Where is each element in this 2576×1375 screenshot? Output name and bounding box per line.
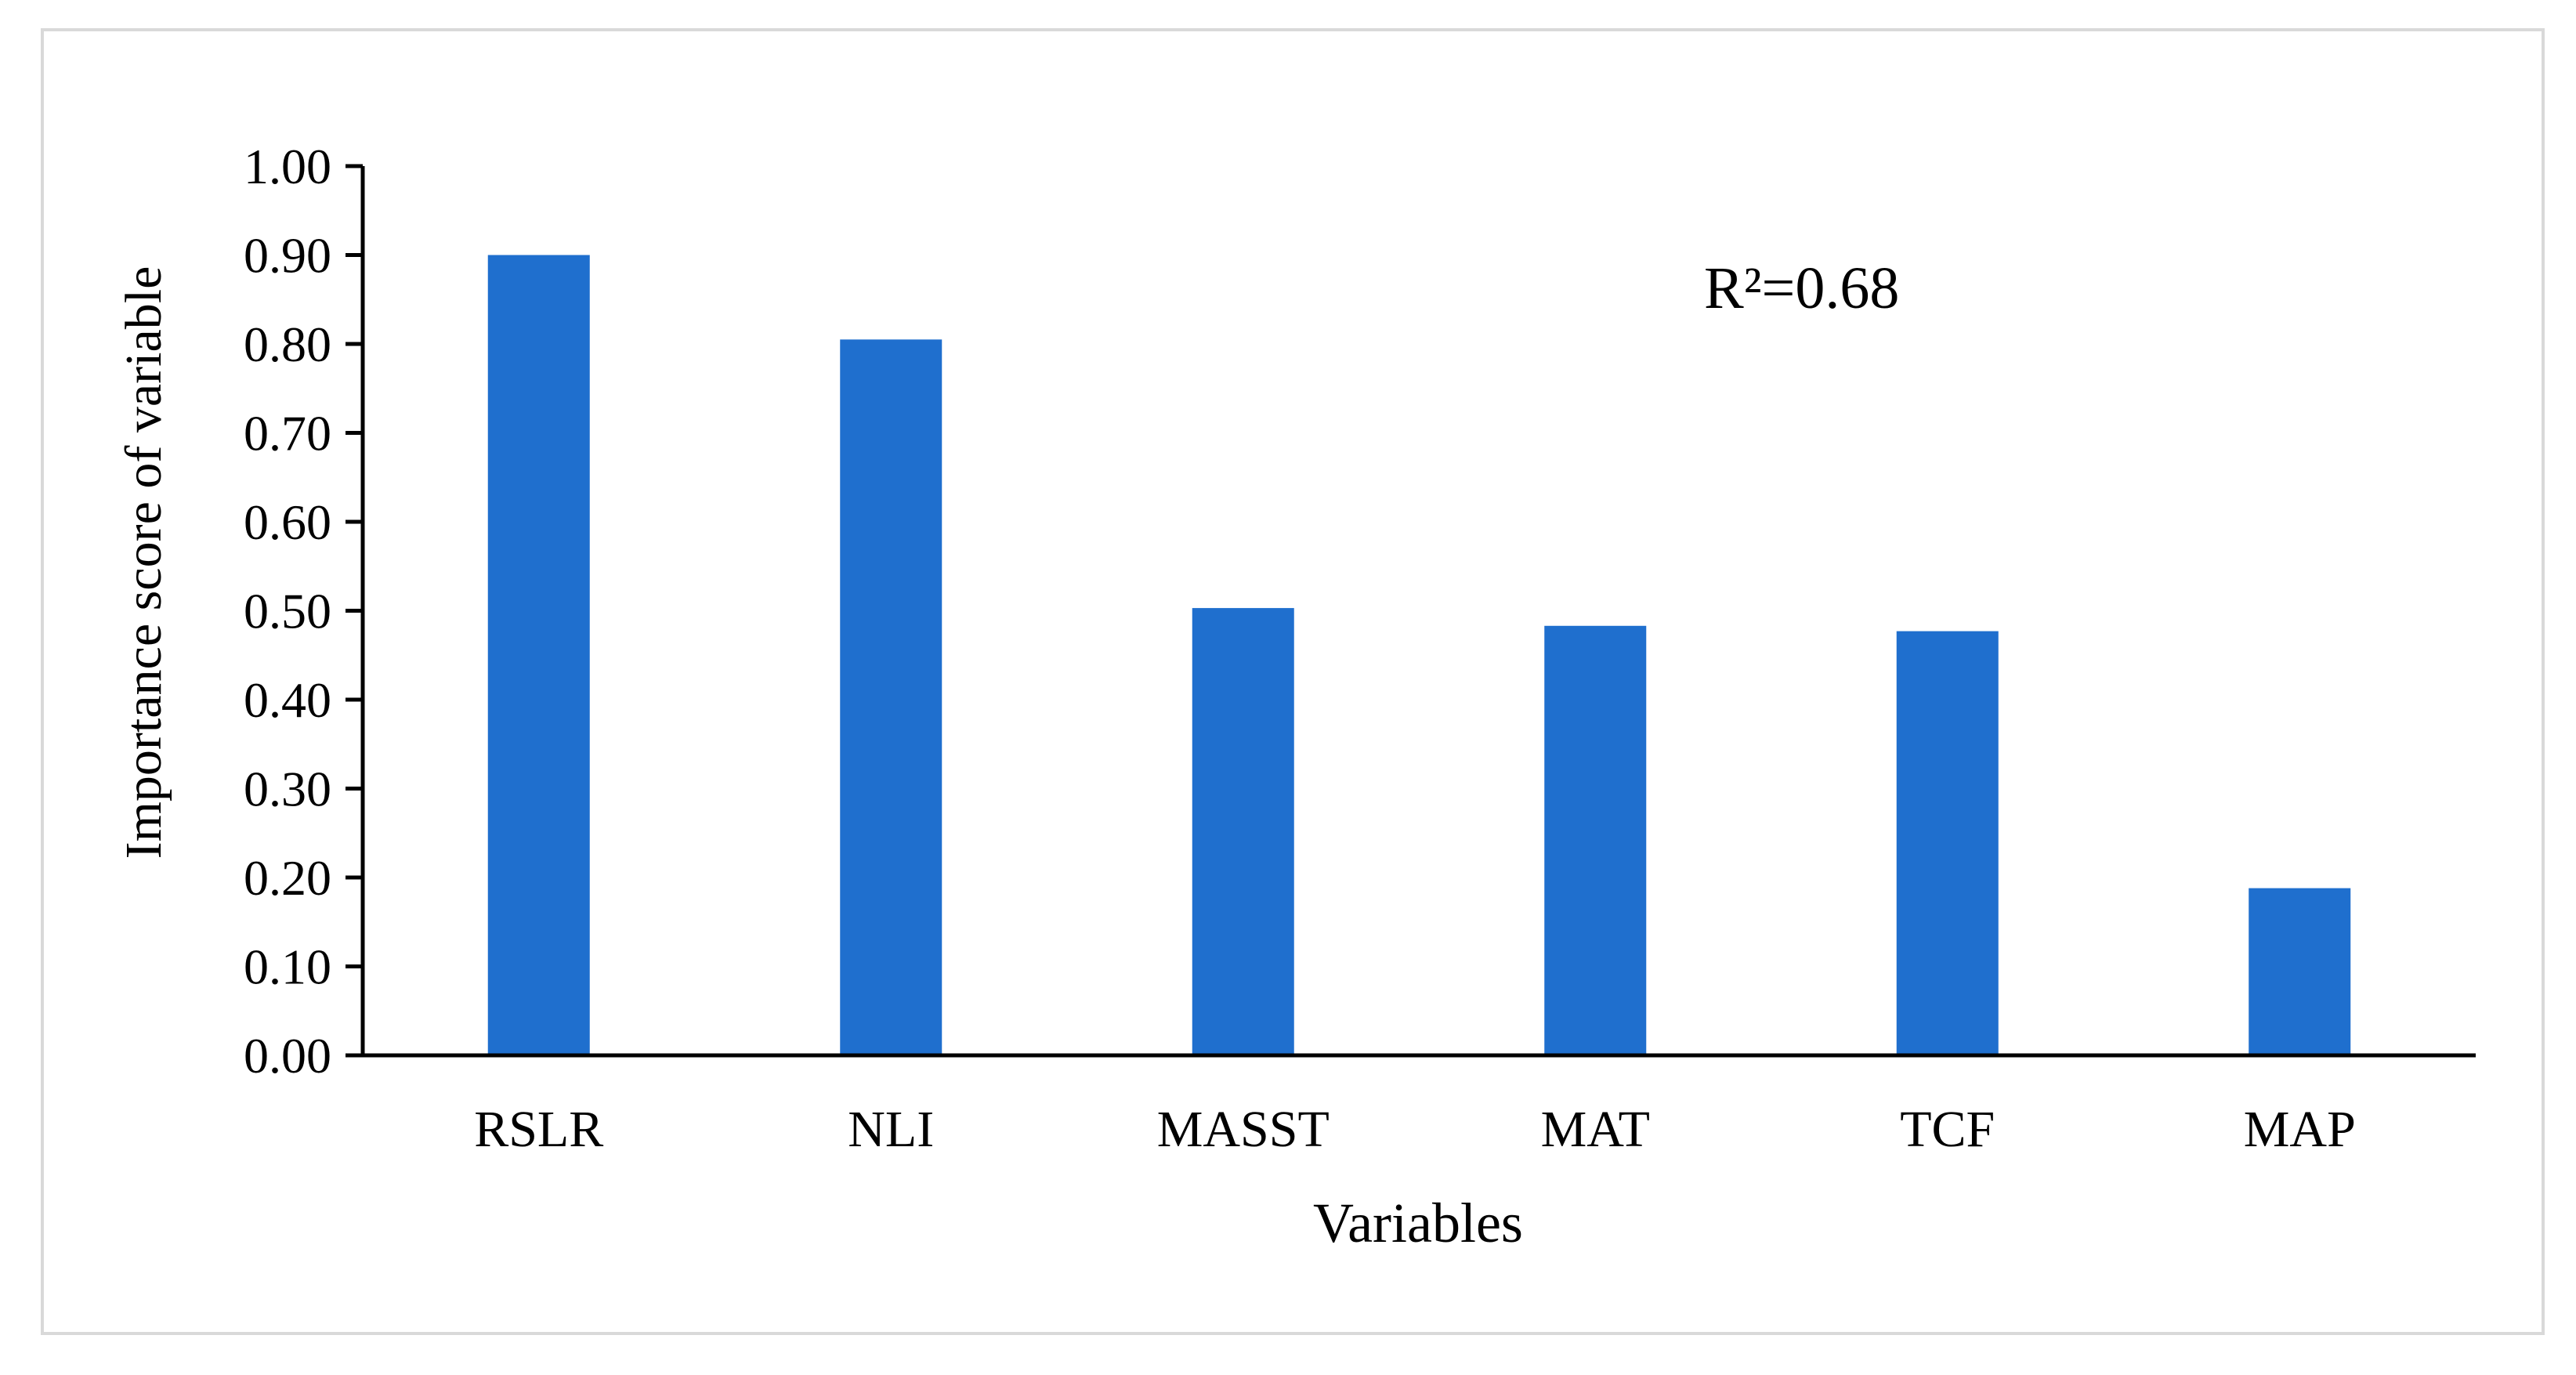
y-tick-label: 0.70 xyxy=(244,406,331,461)
y-tick-label: 1.00 xyxy=(244,139,331,194)
bars-group xyxy=(487,255,2351,1055)
bar-masst xyxy=(1192,608,1294,1055)
y-tick-label: 0.00 xyxy=(244,1028,331,1084)
x-axis-ticks: RSLR NLI MASST MAT TCF MAP xyxy=(474,1101,2356,1158)
x-tick-label: NLI xyxy=(848,1101,934,1158)
y-tick-label: 0.80 xyxy=(244,317,331,372)
y-tick-label: 0.40 xyxy=(244,672,331,728)
x-tick-label: MASST xyxy=(1157,1101,1330,1158)
y-axis-ticks: 0.00 0.10 0.20 0.30 0.40 0.50 0.60 0.70 0.80 0.90… xyxy=(244,139,363,1084)
bar-rslr xyxy=(487,255,590,1055)
x-tick-label: MAT xyxy=(1541,1101,1650,1158)
bar-map xyxy=(2249,888,2351,1055)
r-squared-annotation: R²=0.68 xyxy=(1704,255,1899,321)
x-axis-label: Variables xyxy=(1313,1192,1523,1254)
y-tick-label: 0.50 xyxy=(244,584,331,639)
y-tick-label: 0.30 xyxy=(244,762,331,817)
x-tick-label: TCF xyxy=(1900,1101,1995,1158)
y-tick-label: 0.90 xyxy=(244,228,331,284)
bar-nli xyxy=(840,339,942,1055)
y-tick-label: 0.20 xyxy=(244,850,331,906)
x-tick-label: MAP xyxy=(2244,1101,2356,1158)
y-tick-label: 0.10 xyxy=(244,939,331,995)
bar-tcf xyxy=(1896,631,1999,1055)
y-axis-label: Importance score of variable xyxy=(115,266,172,859)
y-tick-label: 0.60 xyxy=(244,494,331,550)
bar-mat xyxy=(1544,625,1647,1055)
x-tick-label: RSLR xyxy=(474,1101,603,1158)
